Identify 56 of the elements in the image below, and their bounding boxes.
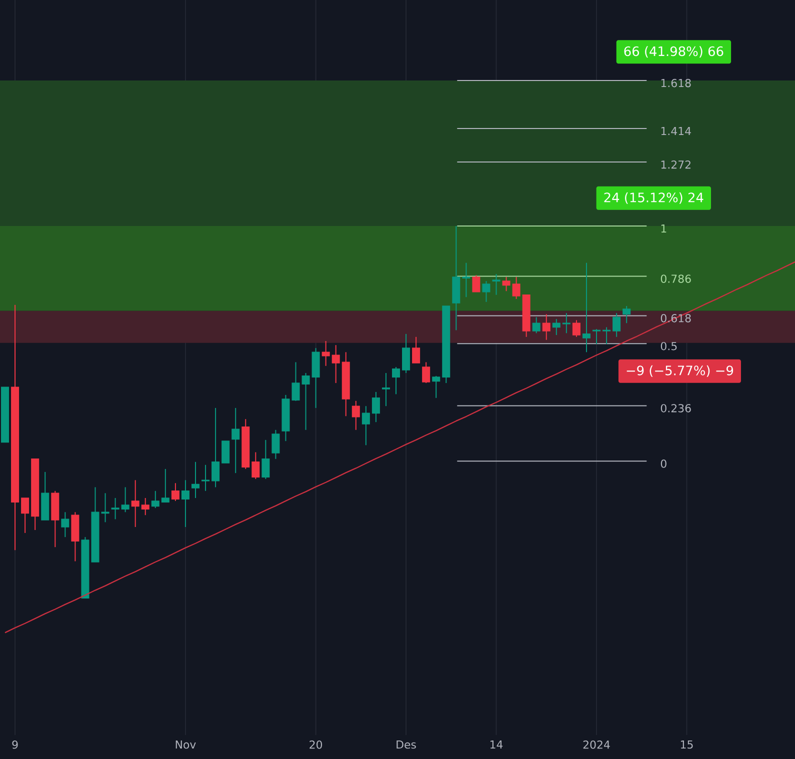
x-tick-label: 9 [12, 740, 18, 749]
candlestick [402, 333, 410, 374]
candlestick [422, 362, 430, 384]
candlestick [482, 280, 490, 302]
candlestick [111, 497, 120, 520]
candlestick [262, 439, 270, 480]
candlestick [472, 274, 480, 292]
candlestick [392, 366, 400, 395]
candlestick [362, 406, 370, 446]
candlestick [141, 497, 150, 516]
text: 66 (41.98%) 66 [624, 46, 724, 58]
candlestick [151, 490, 160, 509]
candlestick [61, 512, 70, 538]
candlestick [302, 372, 310, 430]
candlestick [292, 362, 300, 402]
candlestick [171, 482, 180, 502]
x-tick-label: 20 [310, 740, 322, 749]
x-tick-label: 2024 [583, 740, 610, 749]
candlestick [352, 400, 360, 430]
x-tick-label: 15 [680, 740, 693, 749]
candlestick [492, 274, 500, 296]
candlestick [512, 276, 520, 300]
candlestick [432, 375, 440, 398]
text: 1.414 [661, 127, 691, 136]
x-tick-label: Nov [176, 740, 196, 749]
annotation: 1 [661, 224, 666, 233]
candlestick [212, 407, 220, 488]
candlestick [121, 486, 130, 513]
annotation: 0 [660, 460, 666, 468]
candlestick [322, 340, 330, 366]
candlestick [252, 452, 260, 480]
x-tick-label: Des [396, 740, 416, 749]
candlestick [191, 461, 200, 498]
candlestick [202, 464, 210, 492]
candlestick [101, 492, 110, 523]
candlestick [181, 480, 190, 528]
candlestick [272, 429, 280, 460]
candlestick [232, 407, 240, 474]
candlestick [21, 497, 30, 534]
x-tick-label: 14 [490, 740, 503, 749]
candlestick [372, 391, 380, 423]
candlestick [161, 468, 170, 503]
text: 24 (15.12%) 24 [604, 192, 704, 204]
text: 1.272 [661, 160, 690, 169]
candlestick [332, 344, 340, 384]
candlestick [502, 276, 510, 292]
candlestick [222, 440, 230, 464]
candlestick [382, 372, 390, 407]
annotation: 0.236 [660, 404, 691, 412]
text: 1.618 [661, 78, 691, 88]
candlestick [131, 480, 140, 528]
annotation: 0.5 [660, 342, 677, 350]
candlestick [462, 262, 470, 298]
annotation: −9 (−5.77%) −9 [626, 365, 734, 377]
annotation: 0.786 [660, 274, 691, 283]
candlestick [412, 336, 420, 364]
